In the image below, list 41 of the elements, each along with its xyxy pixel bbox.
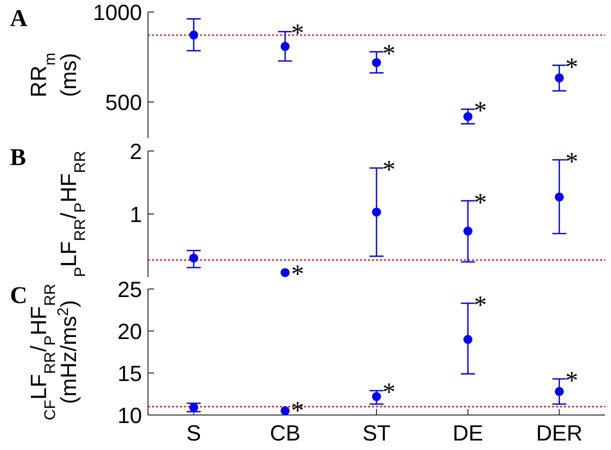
chart-title: C (10, 283, 28, 310)
annotation: * (382, 378, 396, 407)
chart-title: B (10, 145, 26, 172)
point (554, 386, 564, 396)
point (554, 192, 564, 202)
point (372, 392, 382, 402)
x-tick-label: DE (452, 420, 484, 446)
point (463, 226, 472, 236)
x-tick-label: ST (362, 420, 391, 446)
annotation: * (565, 146, 578, 176)
annotation: * (474, 188, 487, 217)
y-tick-label: 2 (130, 138, 142, 164)
annotation: * (382, 38, 396, 68)
y-tick-label: 25 (118, 276, 142, 302)
y-tick-label: 10 (118, 402, 142, 428)
annotation: * (474, 96, 487, 126)
point (554, 73, 564, 82)
annotation: * (565, 52, 578, 82)
annotation: * (291, 260, 304, 289)
annotation: * (565, 366, 578, 395)
y-tick-label: 1000 (93, 0, 142, 25)
chart-title: A (10, 6, 28, 33)
y-tick-label: 15 (118, 360, 142, 386)
y-tick-label: 1 (130, 202, 142, 227)
point (463, 112, 472, 122)
point (463, 334, 472, 344)
x-tick-label: DER (536, 420, 583, 446)
point (189, 254, 198, 263)
point (280, 268, 290, 277)
point (189, 30, 198, 40)
point (280, 42, 290, 51)
point (372, 58, 382, 68)
point (280, 406, 290, 415)
annotation: * (291, 18, 304, 48)
annotation: * (382, 155, 396, 184)
point (189, 402, 198, 412)
annotation: * (474, 290, 487, 320)
y-tick-label: 20 (118, 318, 142, 344)
point (372, 208, 382, 217)
y-tick-label: 500 (105, 90, 142, 115)
x-tick-label: S (186, 420, 202, 446)
